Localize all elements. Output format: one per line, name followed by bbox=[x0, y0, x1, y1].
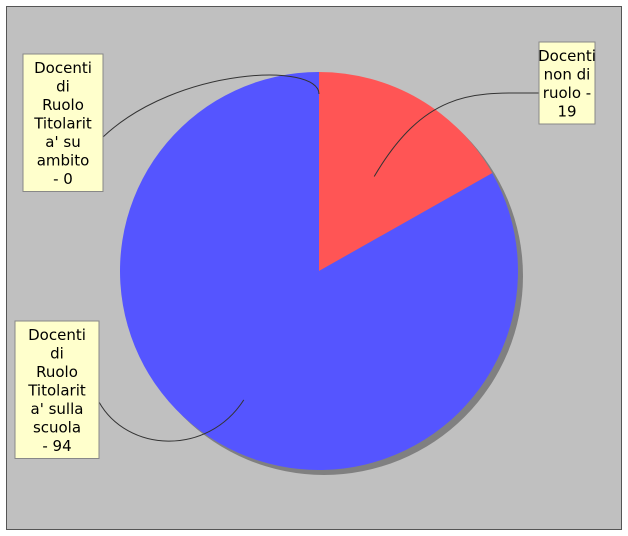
slice-label-line: Docenti bbox=[34, 59, 92, 77]
slice-label-line: Titolarit bbox=[33, 115, 92, 133]
label-leader-1 bbox=[98, 399, 245, 442]
slice-label-box-1 bbox=[14, 320, 100, 459]
slice-label-line: - 0 bbox=[53, 170, 73, 188]
label-leader-2 bbox=[102, 74, 320, 138]
slice-label-box-0 bbox=[538, 41, 596, 125]
label-leader-0 bbox=[373, 92, 540, 177]
slice-label-line: Docenti bbox=[538, 47, 596, 65]
slice-label-box-2 bbox=[22, 53, 104, 192]
slice-label-line: a' su bbox=[45, 133, 80, 151]
slice-label-line: ruolo - bbox=[543, 84, 591, 102]
slice-label-line: Ruolo bbox=[36, 363, 78, 381]
slice-label-line: di bbox=[56, 78, 70, 96]
slice-label-line: di bbox=[50, 345, 64, 363]
pie-chart: Docenti non di ruolo -19 Docenti di Ruolo Tito… bbox=[6, 6, 622, 530]
pie-slice-1 bbox=[119, 72, 519, 471]
slice-label-line: a' sulla bbox=[31, 400, 84, 418]
slice-label-line: ambito bbox=[37, 152, 90, 170]
pie-slices bbox=[119, 72, 519, 471]
slice-label-line: scuola bbox=[33, 419, 81, 437]
slice-label-line: - 94 bbox=[42, 437, 71, 455]
slice-label-line: Docenti bbox=[28, 326, 86, 344]
pie-slice-0 bbox=[319, 72, 493, 271]
slice-label-line: 19 bbox=[557, 103, 576, 121]
slice-label-line: Ruolo bbox=[42, 96, 84, 114]
slice-label-line: non di bbox=[544, 66, 591, 84]
label-leaders bbox=[98, 74, 540, 442]
slice-label-line: Titolarit bbox=[27, 382, 86, 400]
